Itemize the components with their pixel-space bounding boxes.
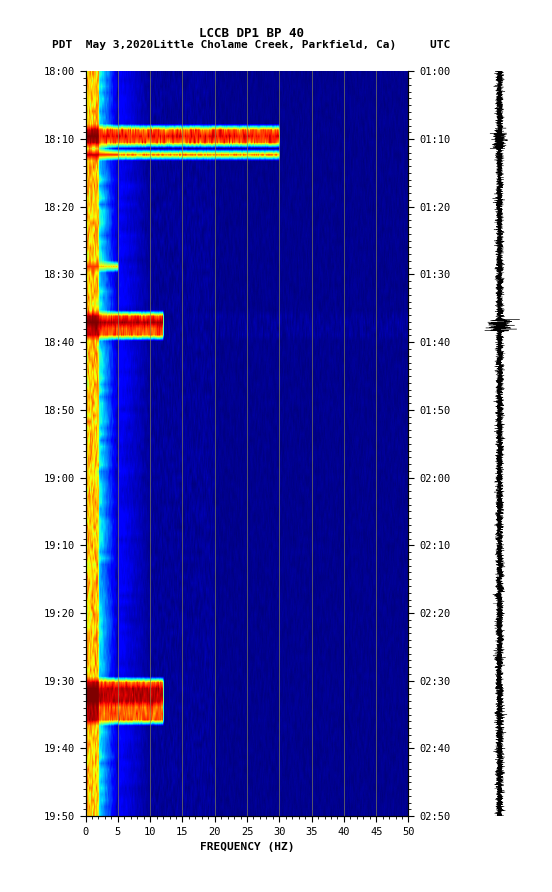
Text: USGS: USGS: [20, 26, 50, 38]
Text: LCCB DP1 BP 40: LCCB DP1 BP 40: [199, 27, 304, 40]
Text: PDT  May 3,2020Little Cholame Creek, Parkfield, Ca)     UTC: PDT May 3,2020Little Cholame Creek, Park…: [52, 40, 450, 50]
X-axis label: FREQUENCY (HZ): FREQUENCY (HZ): [200, 842, 294, 852]
